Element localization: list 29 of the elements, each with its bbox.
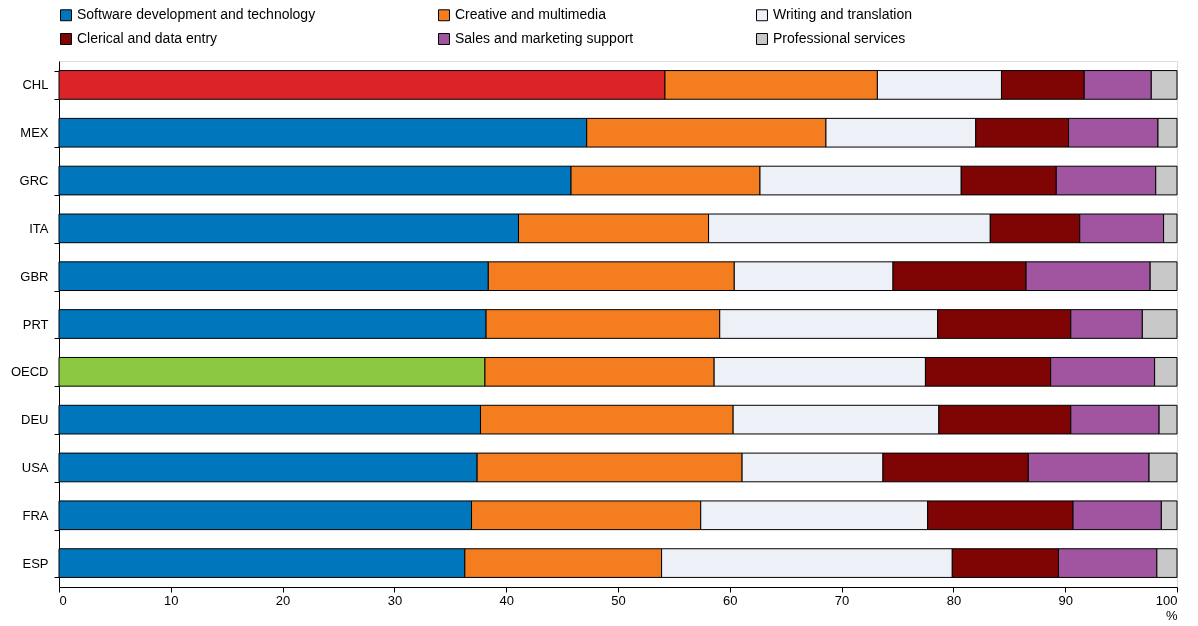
legend-label: Writing and translation [773,6,913,23]
x-tick-label: 80 [946,592,962,608]
legend-label: Software development and technology [77,6,316,23]
legend-label: Creative and multimedia [455,6,607,23]
x-tick-label: 0 [59,592,67,608]
x-tick-label: 50 [611,592,626,608]
legend-label: Clerical and data entry [77,30,218,46]
y-tick-label: FRA [22,507,49,523]
y-tick-label: GRC [19,173,49,189]
y-tick-label: DEU [21,412,49,428]
y-tick-label: MEX [20,125,49,141]
y-tick-label: ITA [29,220,49,236]
legend-label: Sales and marketing support [455,30,634,46]
x-tick-label: 40 [499,592,514,608]
y-tick-label: PRT [22,316,49,332]
y-tick-label: ESP [22,555,49,571]
x-tick-label: 20 [275,592,291,608]
x-tick-label: 30 [387,592,403,608]
x-tick-label: 90 [1058,592,1073,608]
y-tick-label: OECD [10,364,49,380]
x-tick-label: 70 [834,592,850,608]
x-tick-label: 10 [164,592,179,608]
y-tick-label: CHL [22,77,49,93]
y-tick-label: GBR [20,268,49,284]
x-tick-label: 100 [1155,592,1178,608]
x-axis-title: % [1165,607,1178,623]
x-tick-label: 60 [723,592,738,608]
legend-label: Professional services [773,30,906,46]
y-tick-label: USA [21,459,49,475]
